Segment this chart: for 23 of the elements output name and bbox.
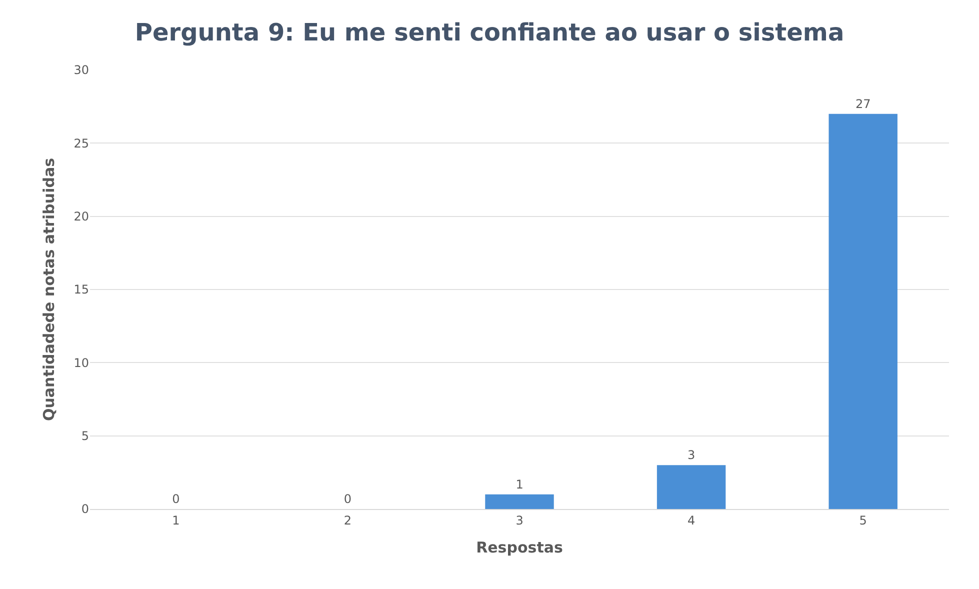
x-tick-label: 4 (687, 513, 696, 528)
x-tick-label: 3 (516, 513, 524, 528)
y-tick-label: 5 (81, 429, 89, 444)
data-label: 1 (516, 477, 524, 492)
x-tick-label: 2 (344, 513, 352, 528)
bar (656, 465, 726, 509)
chart-title: Pergunta 9: Eu me senti confiante ao usar o sistema (134, 18, 844, 46)
y-tick-label: 25 (74, 136, 89, 150)
x-tick-label: 5 (859, 513, 867, 528)
data-label: 27 (855, 96, 871, 111)
y-tick-label: 20 (74, 210, 89, 224)
bar (485, 494, 554, 509)
y-tick-label: 0 (81, 502, 89, 516)
y-tick-label: 10 (74, 356, 89, 370)
y-axis-title: Quantidadede notas atribuidas (40, 158, 58, 422)
y-tick-label: 30 (74, 63, 89, 78)
x-tick-label: 1 (172, 513, 180, 528)
bar (828, 114, 898, 509)
x-axis-title: Respostas (476, 538, 563, 556)
data-label: 0 (344, 492, 352, 506)
data-label: 3 (687, 448, 696, 462)
data-label: 0 (172, 492, 180, 506)
y-tick-label: 15 (74, 282, 89, 297)
